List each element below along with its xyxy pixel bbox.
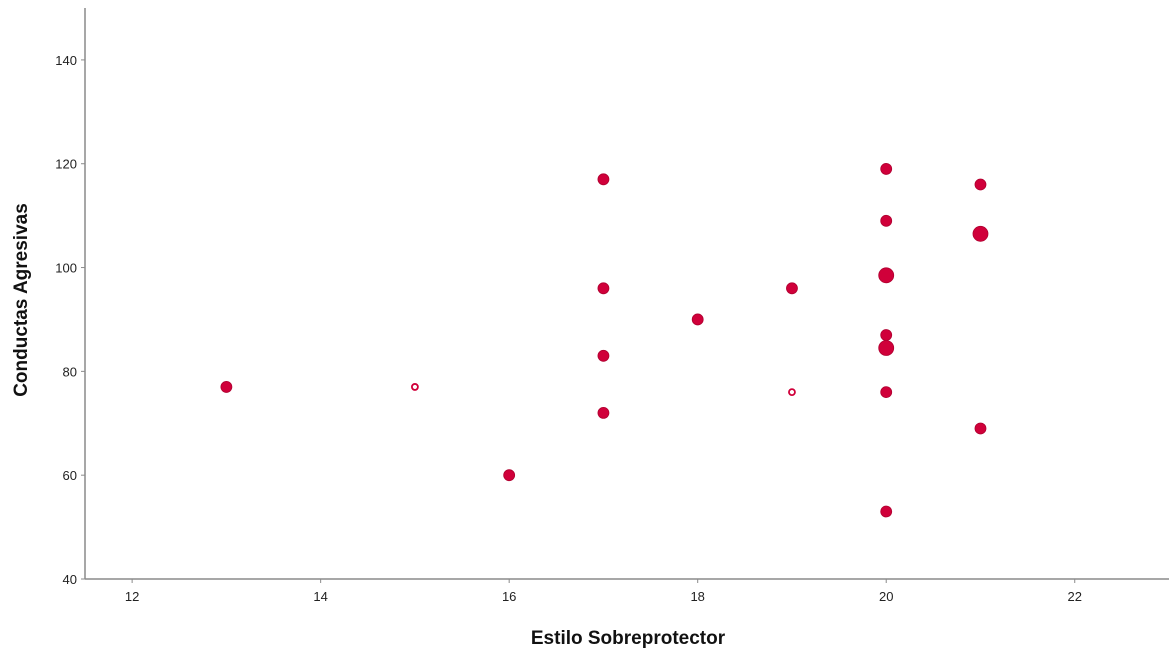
data-point: [974, 178, 987, 191]
x-tick-label: 22: [1068, 589, 1082, 604]
data-point: [597, 282, 610, 295]
y-tick-label: 60: [63, 468, 77, 483]
data-point: [597, 349, 610, 362]
data-point: [878, 340, 895, 356]
axes: [84, 8, 1169, 580]
data-point: [974, 422, 987, 435]
data-point: [880, 386, 893, 399]
data-points: [220, 163, 989, 518]
data-point: [880, 505, 893, 518]
data-point: [880, 214, 893, 227]
x-tick-label: 14: [313, 589, 327, 604]
y-axis-title: Conductas Agresivas: [11, 203, 32, 397]
x-tick-label: 18: [690, 589, 704, 604]
data-point: [878, 267, 895, 284]
data-point: [691, 313, 704, 326]
data-point: [788, 388, 796, 397]
x-axis-title: Estilo Sobreprotector: [531, 628, 726, 649]
data-point: [972, 225, 989, 242]
data-point: [220, 381, 233, 393]
data-point: [503, 469, 516, 482]
y-tick-label: 140: [55, 53, 77, 68]
y-tick-label: 80: [63, 364, 77, 379]
data-point: [880, 329, 893, 341]
ticks: 12 14 16 18 20 22 40 60 80 100 120 140: [55, 53, 1082, 604]
data-point: [411, 383, 419, 391]
y-tick-label: 40: [63, 572, 77, 587]
x-tick-label: 20: [879, 589, 893, 604]
y-tick-label: 120: [55, 157, 77, 172]
x-tick-label: 12: [125, 589, 139, 604]
data-point: [786, 282, 798, 295]
x-tick-label: 16: [502, 589, 516, 604]
data-point: [597, 406, 610, 419]
data-point: [880, 163, 893, 175]
data-point: [597, 173, 610, 186]
y-tick-label: 100: [55, 261, 77, 276]
